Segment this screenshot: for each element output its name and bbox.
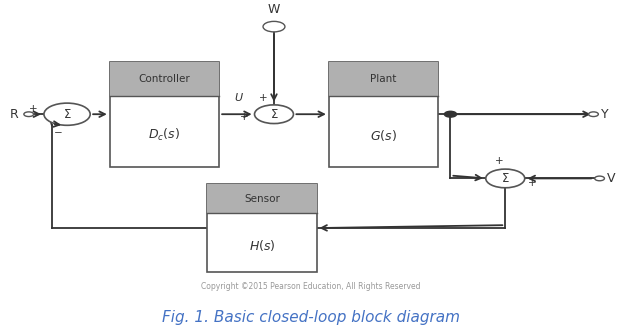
Circle shape <box>445 111 456 117</box>
Text: $\Sigma$: $\Sigma$ <box>63 108 71 121</box>
Text: $\Sigma$: $\Sigma$ <box>270 108 278 121</box>
Bar <box>110 62 219 167</box>
Text: Sensor: Sensor <box>244 194 279 204</box>
Bar <box>329 62 438 96</box>
Text: Y: Y <box>601 108 609 121</box>
Bar <box>207 184 317 272</box>
Text: −: − <box>53 128 62 138</box>
Text: $H(s)$: $H(s)$ <box>248 238 275 253</box>
Text: +: + <box>495 156 504 166</box>
Text: Fig. 1. Basic closed-loop block diagram: Fig. 1. Basic closed-loop block diagram <box>161 310 460 325</box>
Text: $D_c(s)$: $D_c(s)$ <box>148 127 181 143</box>
Text: $\Sigma$: $\Sigma$ <box>501 172 510 185</box>
Text: W: W <box>268 3 280 15</box>
Circle shape <box>589 112 599 116</box>
Text: U: U <box>234 92 242 103</box>
Bar <box>110 62 219 96</box>
Text: V: V <box>607 172 615 185</box>
Circle shape <box>24 112 34 116</box>
Circle shape <box>595 176 604 181</box>
Text: +: + <box>29 104 38 114</box>
Text: Plant: Plant <box>370 74 397 84</box>
Bar <box>329 62 438 167</box>
Circle shape <box>44 103 90 125</box>
Text: $G(s)$: $G(s)$ <box>370 128 397 143</box>
Text: Controller: Controller <box>138 74 190 84</box>
Text: +: + <box>260 93 268 103</box>
Circle shape <box>255 105 294 124</box>
Circle shape <box>263 21 285 32</box>
Text: +: + <box>528 178 537 188</box>
Circle shape <box>486 169 525 188</box>
Text: Copyright ©2015 Pearson Education, All Rights Reserved: Copyright ©2015 Pearson Education, All R… <box>201 282 420 291</box>
Text: +: + <box>240 112 248 122</box>
Text: R: R <box>10 108 19 121</box>
Bar <box>207 184 317 213</box>
